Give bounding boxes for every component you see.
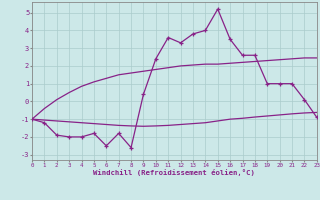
X-axis label: Windchill (Refroidissement éolien,°C): Windchill (Refroidissement éolien,°C) (93, 169, 255, 176)
